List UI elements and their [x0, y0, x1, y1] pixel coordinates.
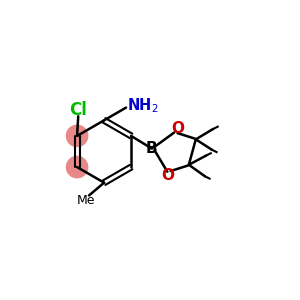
Text: B: B: [146, 141, 158, 156]
Circle shape: [67, 157, 88, 178]
Text: Cl: Cl: [69, 101, 87, 119]
Text: NH$_2$: NH$_2$: [127, 96, 159, 115]
Text: O: O: [161, 168, 174, 183]
Text: O: O: [172, 121, 184, 136]
Circle shape: [67, 125, 88, 146]
Text: Me: Me: [76, 194, 95, 207]
